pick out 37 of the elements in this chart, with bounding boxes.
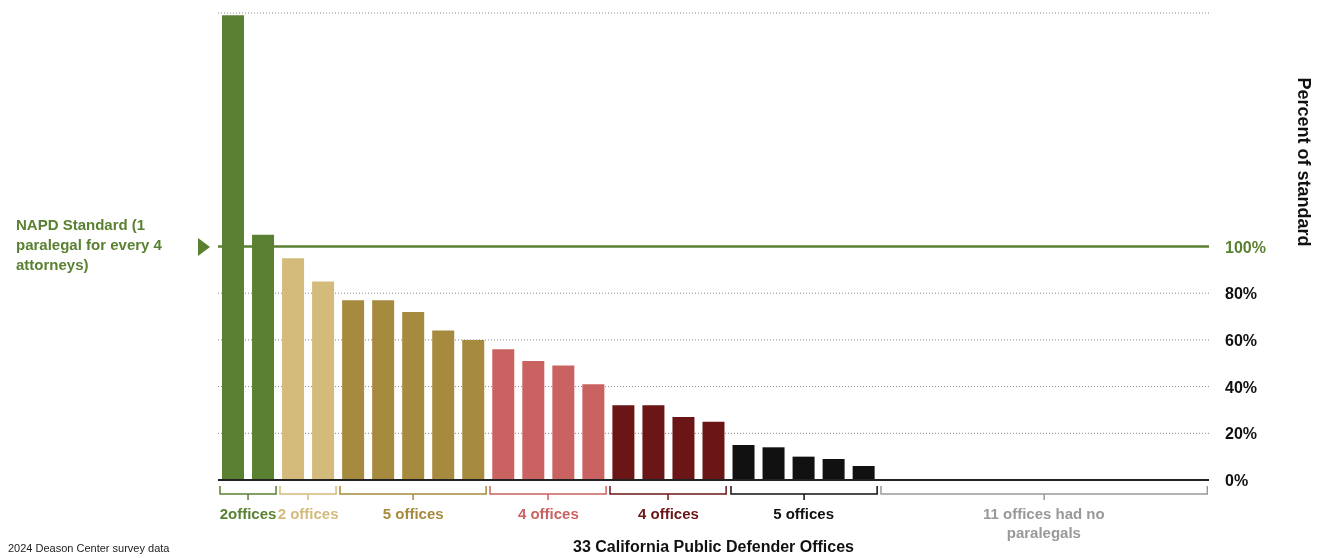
bar <box>342 300 365 480</box>
y-axis-title: Percent of standard <box>1293 77 1314 247</box>
text: 5 offices <box>381 504 445 523</box>
y-tick-label: 0% <box>1225 472 1249 489</box>
text: 2offices <box>219 505 277 522</box>
bar <box>762 447 785 480</box>
bar <box>492 349 515 480</box>
ref-line-label: NAPD Standard (1 paralegal for every 4 attorneys) <box>16 214 163 275</box>
bar <box>642 405 665 480</box>
bar <box>462 339 485 480</box>
y-tick-label: 80% <box>1225 285 1258 303</box>
bar <box>432 330 455 480</box>
bar <box>402 311 425 480</box>
y-tick-label: 100% <box>1225 238 1266 256</box>
bar <box>552 365 575 480</box>
bar <box>822 458 845 480</box>
bar <box>582 384 605 480</box>
text: 4 offices <box>516 504 580 523</box>
bar <box>372 300 395 480</box>
text: 11 offices had no paralegals <box>981 504 1106 542</box>
text: 2 offices <box>277 505 339 522</box>
bar <box>672 416 695 480</box>
bar <box>312 281 335 480</box>
y-tick-label: 20% <box>1225 425 1258 443</box>
text: 2024 Deason Center survey data <box>8 542 170 554</box>
bar <box>282 258 305 480</box>
x-axis-title: 33 California Public Defender Offices <box>573 538 854 555</box>
bar <box>612 405 635 480</box>
text: 5 offices <box>772 504 835 523</box>
y-tick-label: 40% <box>1225 378 1258 396</box>
bar <box>732 444 755 480</box>
text: 4 offices <box>637 504 700 523</box>
bar <box>702 421 725 480</box>
bar <box>852 465 875 480</box>
bar <box>522 360 545 480</box>
bar <box>792 456 815 480</box>
y-tick-label: 60% <box>1225 331 1258 349</box>
